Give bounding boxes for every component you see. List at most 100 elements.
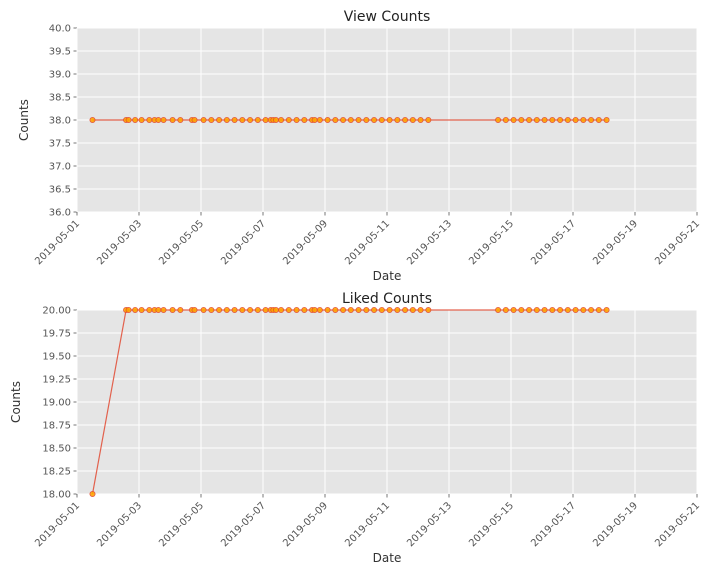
data-point (549, 306, 556, 313)
x-tick-label: 2019-05-01 (33, 500, 82, 549)
data-point (177, 117, 184, 124)
data-point (262, 306, 269, 313)
x-tick-label: 2019-05-09 (281, 218, 330, 267)
data-point (588, 306, 595, 313)
x-tick-label: 2019-05-03 (95, 218, 144, 267)
data-point (347, 117, 354, 124)
data-point (572, 117, 579, 124)
x-tick-label: 2019-05-21 (653, 218, 702, 267)
data-point (417, 117, 424, 124)
data-point (495, 117, 502, 124)
chart-title: Liked Counts (342, 291, 432, 307)
data-point (191, 117, 198, 124)
data-point (541, 306, 548, 313)
y-tick-label: 19.75 (42, 329, 71, 340)
data-point (557, 117, 564, 124)
data-point (518, 117, 525, 124)
data-point (223, 117, 230, 124)
data-point (239, 117, 246, 124)
data-point (595, 306, 602, 313)
y-tick-label: 18.00 (42, 490, 71, 501)
data-point (231, 306, 238, 313)
chart-panel-2: 18.00 18.25 18.50 18.75 19.00 19.25 19.50 19.75… (9, 291, 702, 565)
data-point (191, 306, 198, 313)
data-point (311, 117, 318, 124)
data-point (125, 117, 132, 124)
data-point (89, 117, 96, 124)
data-point (363, 306, 370, 313)
data-point (155, 306, 162, 313)
data-point (371, 306, 378, 313)
y-tick-label: 39.0 (49, 70, 71, 81)
y-tick-label: 39.5 (49, 47, 71, 58)
y-tick-label: 40.0 (49, 24, 71, 35)
x-axis-label: Date (373, 551, 402, 565)
data-point (223, 306, 230, 313)
data-point (417, 306, 424, 313)
data-point (518, 306, 525, 313)
y-tick-label: 36.5 (49, 185, 71, 196)
data-point (340, 306, 347, 313)
x-tick-label: 2019-05-15 (467, 500, 516, 549)
data-point (378, 117, 385, 124)
x-tick-label: 2019-05-11 (343, 500, 392, 549)
x-tick-label: 2019-05-01 (33, 218, 82, 267)
data-point (386, 306, 393, 313)
chart-title: View Counts (344, 9, 431, 25)
data-point (146, 306, 153, 313)
data-point (324, 117, 331, 124)
data-point (409, 117, 416, 124)
data-point (603, 117, 610, 124)
data-point (378, 306, 385, 313)
data-point (293, 306, 300, 313)
data-point (526, 306, 533, 313)
data-point (409, 306, 416, 313)
x-tick-label: 2019-05-19 (591, 500, 640, 549)
data-point (355, 117, 362, 124)
x-tick-label: 2019-05-07 (219, 218, 268, 267)
data-point (169, 306, 176, 313)
x-tick-label: 2019-05-05 (157, 500, 206, 549)
data-point (200, 117, 207, 124)
data-point (316, 117, 323, 124)
data-point (502, 306, 509, 313)
data-point (146, 117, 153, 124)
chart-panel-1: 36.0 36.5 37.0 37.5 38.0 38.5 39.0 39.5 40.0 2019… (17, 9, 702, 283)
data-point (324, 306, 331, 313)
data-point (394, 306, 401, 313)
data-point (588, 117, 595, 124)
data-point (169, 117, 176, 124)
data-point (371, 117, 378, 124)
y-tick-label: 38.0 (49, 116, 71, 127)
y-tick-label: 37.0 (49, 162, 71, 173)
data-point (580, 117, 587, 124)
data-point (557, 306, 564, 313)
data-point (216, 117, 223, 124)
x-tick-label: 2019-05-19 (591, 218, 640, 267)
x-tick-label: 2019-05-15 (467, 218, 516, 267)
y-tick-label: 18.50 (42, 444, 71, 455)
y-tick-label: 37.5 (49, 139, 71, 150)
x-tick-label: 2019-05-13 (405, 218, 454, 267)
data-point (155, 117, 162, 124)
data-point (572, 306, 579, 313)
data-point (340, 117, 347, 124)
data-point (347, 306, 354, 313)
data-point (510, 306, 517, 313)
data-point (278, 306, 285, 313)
data-point (247, 117, 254, 124)
x-tick-label: 2019-05-05 (157, 218, 206, 267)
data-point (138, 117, 145, 124)
data-point (239, 306, 246, 313)
x-tick-label: 2019-05-07 (219, 500, 268, 549)
data-point (402, 117, 409, 124)
data-point (386, 117, 393, 124)
data-point (316, 306, 323, 313)
x-axis-label: Date (373, 269, 402, 283)
y-tick-label: 19.25 (42, 375, 71, 386)
x-tick-label: 2019-05-21 (653, 500, 702, 549)
data-point (425, 306, 432, 313)
data-point (200, 306, 207, 313)
